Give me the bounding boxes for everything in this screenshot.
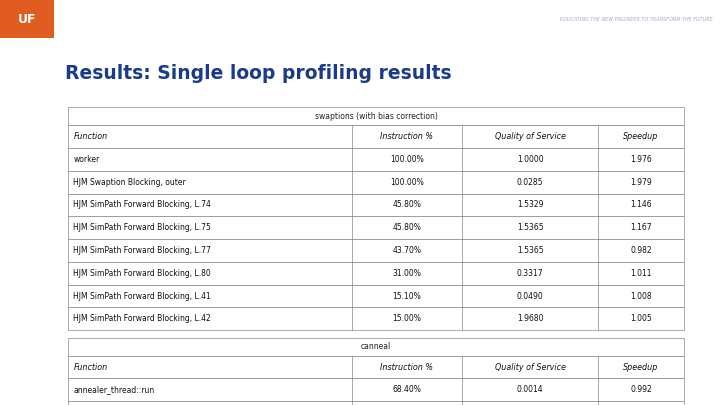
Text: 15.10%: 15.10% xyxy=(392,292,421,301)
FancyBboxPatch shape xyxy=(68,356,684,378)
Text: 31.00%: 31.00% xyxy=(392,269,421,278)
FancyBboxPatch shape xyxy=(68,194,684,216)
Text: 100.00%: 100.00% xyxy=(390,178,424,187)
Text: Function: Function xyxy=(73,362,107,371)
Text: 1.5365: 1.5365 xyxy=(517,223,544,232)
Text: Instruction %: Instruction % xyxy=(380,362,433,371)
Text: Quality of Service: Quality of Service xyxy=(495,362,565,371)
Text: HJM SimPath Forward Blocking, L.77: HJM SimPath Forward Blocking, L.77 xyxy=(73,246,211,255)
Text: 0.982: 0.982 xyxy=(630,246,652,255)
Text: HJM SimPath Forward Blocking, L.42: HJM SimPath Forward Blocking, L.42 xyxy=(73,314,211,323)
FancyBboxPatch shape xyxy=(68,307,684,330)
Text: 1.005: 1.005 xyxy=(630,314,652,323)
FancyBboxPatch shape xyxy=(68,148,684,171)
Text: HJM SimPath Forward Blocking, L.75: HJM SimPath Forward Blocking, L.75 xyxy=(73,223,211,232)
Text: Quality of Service: Quality of Service xyxy=(495,132,565,141)
Text: 43.70%: 43.70% xyxy=(392,246,421,255)
FancyBboxPatch shape xyxy=(68,239,684,262)
Text: HJM SimPath Forward Blocking, L.41: HJM SimPath Forward Blocking, L.41 xyxy=(73,292,211,301)
Text: 100.00%: 100.00% xyxy=(390,155,424,164)
Text: Results: Single loop profiling results: Results: Single loop profiling results xyxy=(65,64,451,83)
FancyBboxPatch shape xyxy=(68,378,684,401)
FancyBboxPatch shape xyxy=(68,338,684,356)
Text: 68.40%: 68.40% xyxy=(392,386,421,394)
FancyBboxPatch shape xyxy=(68,125,684,148)
FancyBboxPatch shape xyxy=(68,107,684,125)
Text: swaptions (with bias correction): swaptions (with bias correction) xyxy=(315,112,438,121)
Text: UF: UF xyxy=(18,13,36,26)
FancyBboxPatch shape xyxy=(68,401,684,405)
Text: canneal: canneal xyxy=(361,342,392,351)
FancyBboxPatch shape xyxy=(68,285,684,307)
Text: Function: Function xyxy=(73,132,107,141)
Text: Instruction %: Instruction % xyxy=(380,132,433,141)
Text: 0.992: 0.992 xyxy=(630,386,652,394)
Text: HJM Swaption Blocking, outer: HJM Swaption Blocking, outer xyxy=(73,178,186,187)
FancyBboxPatch shape xyxy=(0,0,54,38)
Text: Speedup: Speedup xyxy=(624,362,659,371)
Text: 0.0014: 0.0014 xyxy=(517,386,544,394)
Text: Herbert Wertheim College of Engineering: Herbert Wertheim College of Engineering xyxy=(65,15,223,24)
Text: 1.5365: 1.5365 xyxy=(517,246,544,255)
Text: Speedup: Speedup xyxy=(624,132,659,141)
Text: 1.008: 1.008 xyxy=(630,292,652,301)
Text: 45.80%: 45.80% xyxy=(392,223,421,232)
Text: 15.00%: 15.00% xyxy=(392,314,421,323)
Text: 1.0000: 1.0000 xyxy=(517,155,544,164)
Text: 1.5329: 1.5329 xyxy=(517,200,544,209)
Text: 0.0285: 0.0285 xyxy=(517,178,544,187)
Text: 1.979: 1.979 xyxy=(630,178,652,187)
Text: 1.011: 1.011 xyxy=(630,269,652,278)
Text: HJM SimPath Forward Blocking, L.74: HJM SimPath Forward Blocking, L.74 xyxy=(73,200,211,209)
Text: 1.146: 1.146 xyxy=(630,200,652,209)
FancyBboxPatch shape xyxy=(68,171,684,194)
Text: 1.9680: 1.9680 xyxy=(517,314,544,323)
FancyBboxPatch shape xyxy=(68,262,684,285)
Text: worker: worker xyxy=(73,155,99,164)
Text: annealer_thread::run: annealer_thread::run xyxy=(73,386,155,394)
Text: 0.0490: 0.0490 xyxy=(517,292,544,301)
Text: 45.80%: 45.80% xyxy=(392,200,421,209)
FancyBboxPatch shape xyxy=(68,216,684,239)
Text: 1.976: 1.976 xyxy=(630,155,652,164)
Text: 1.167: 1.167 xyxy=(630,223,652,232)
Text: 0.3317: 0.3317 xyxy=(517,269,544,278)
Text: EDUCATING THE NEW ENGINEER TO TRANSFORM THE FUTURE: EDUCATING THE NEW ENGINEER TO TRANSFORM … xyxy=(560,17,713,22)
Text: HJM SimPath Forward Blocking, L.80: HJM SimPath Forward Blocking, L.80 xyxy=(73,269,211,278)
